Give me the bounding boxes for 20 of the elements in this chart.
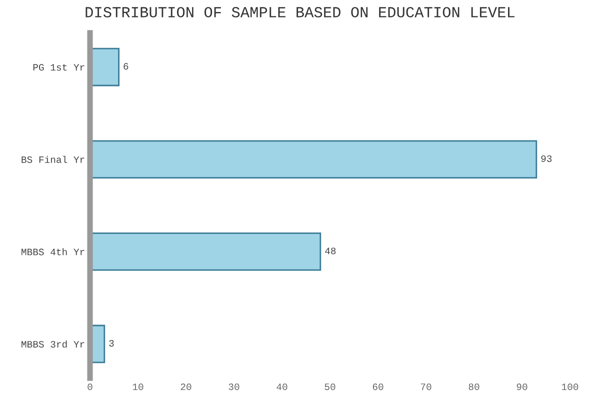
x-tick-label: 40	[276, 384, 288, 390]
data-label: 93	[541, 155, 552, 162]
x-tick-label: 60	[372, 384, 384, 390]
y-tick-label: BS Final Yr	[22, 156, 84, 163]
x-tick-label: 20	[180, 384, 192, 390]
x-tick-label: 10	[132, 384, 144, 390]
y-tick-label: PG 1st Yr	[33, 64, 84, 71]
data-label: 3	[109, 340, 114, 347]
x-tick-label: 30	[228, 384, 240, 390]
y-tick-label: MBBS 3rd Yr	[22, 340, 84, 348]
data-label: 6	[124, 63, 128, 70]
x-tick-label: 90	[516, 384, 528, 390]
x-tick-label: 70	[420, 384, 432, 390]
x-tick-label: 100	[562, 384, 578, 390]
x-tick-label: 0	[88, 384, 92, 390]
chart-title: DISTRIBUTION OF SAMPLE BASED ON EDUCATION LEVEL	[86, 7, 514, 18]
y-tick-label: MBBS 4th Yr	[22, 248, 84, 256]
data-label: 48	[325, 248, 336, 254]
x-tick-label: 80	[468, 384, 480, 390]
x-tick-label: 50	[324, 384, 336, 390]
